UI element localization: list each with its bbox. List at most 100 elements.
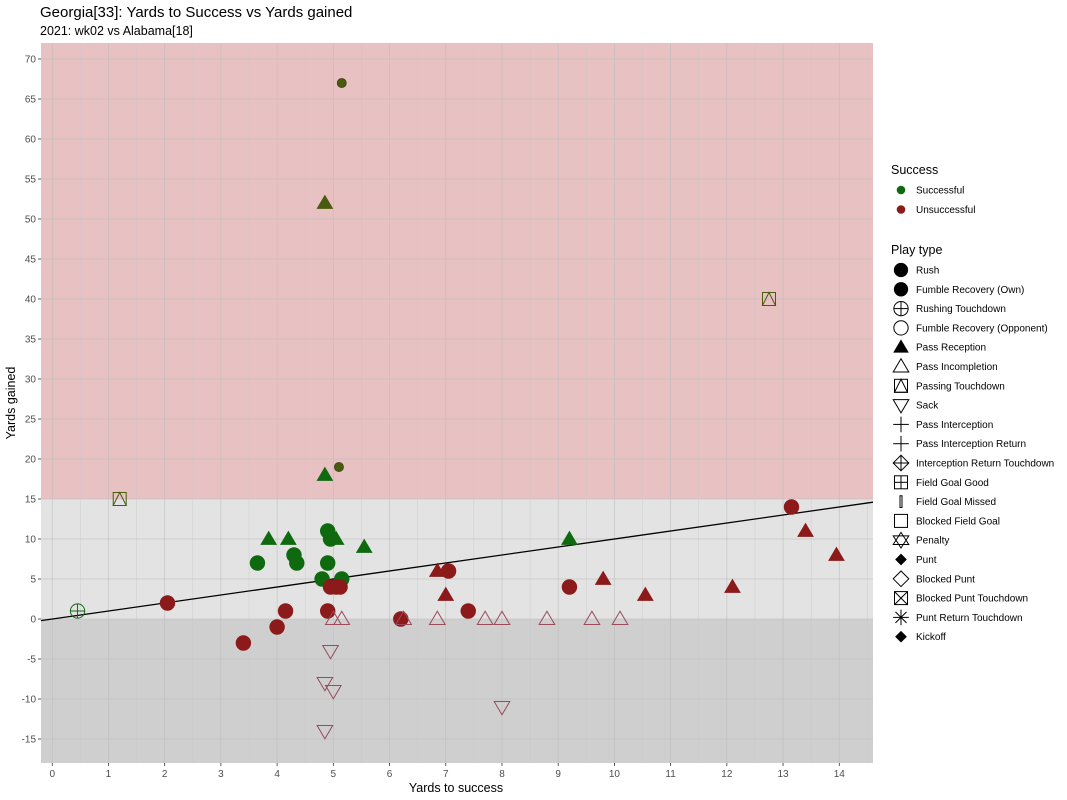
y-tick-label: -10 [22,695,37,706]
legend-playtype-item: Rushing Touchdown [893,300,1006,317]
legend-playtype-label: Kickoff [916,632,946,643]
point-mark [332,579,348,595]
legend-playtype-item: Blocked Punt [892,570,975,588]
legend-success-label: Unsuccessful [916,205,975,216]
legend-playtype-label: Interception Return Touchdown [916,459,1054,470]
y-tick-label: -15 [22,735,37,746]
x-tick-label: 4 [274,769,280,780]
legend-playtype-swatch [894,591,908,606]
data-point [583,610,601,625]
legend-playtype-label: Blocked Punt Touchdown [916,594,1028,605]
legend-success-swatch [896,205,906,214]
grid-lines [41,43,873,763]
x-tick-label: 12 [721,769,733,780]
legend-success-swatch [896,185,906,195]
data-point [279,530,297,545]
legend-playtype-item: Pass Interception Return [893,435,1026,452]
legend-success-label: Successful [916,186,964,197]
legend-playtype-label: Pass Interception [916,420,993,431]
legend-playtype-item: Punt [895,553,937,566]
y-tick-label: 15 [25,495,37,506]
x-tick-label: 2 [162,769,168,780]
legend-playtype-label: Pass Reception [916,343,986,354]
data-point [783,499,800,515]
legend-playtype-label: Fumble Recovery (Opponent) [916,323,1048,334]
x-tick-label: 14 [834,769,846,780]
data-point [333,610,351,625]
data-point [69,603,86,619]
point-mark [324,685,342,700]
point-mark [440,563,457,579]
background-region-1 [41,499,873,619]
point-mark [269,619,285,635]
point-mark-tri [112,491,128,506]
y-tick-label: 40 [25,295,37,306]
legend-playtype-swatch [892,399,910,414]
data-point [316,725,334,740]
legend-playtype-label: Punt Return Touchdown [916,613,1023,624]
point-mark [636,586,654,601]
x-tick-label: 13 [777,769,789,780]
data-point [724,578,741,593]
data-point [235,635,252,651]
y-tick-label: 55 [25,175,37,186]
legend-play-type: Play type Rush Fumble Recovery (Own) Rushin… [891,243,1054,643]
legend-playtype-swatch [894,378,908,393]
legend-playtype-item: Blocked Punt Touchdown [894,591,1028,606]
point-mark [289,555,305,571]
x-tick-label: 8 [499,769,505,780]
background-region-2 [41,619,873,763]
point-mark [333,610,351,625]
x-tick-label: 1 [106,769,112,780]
y-tick-label: 35 [25,335,37,346]
fit-line-layer [40,501,874,622]
y-tick-label: 60 [25,135,37,146]
data-point [269,619,285,635]
point-mark [476,610,494,625]
data-point [159,595,176,611]
data-point [561,579,578,595]
x-tick-label: 5 [331,769,337,780]
legend-playtype-item: Blocked Field Goal [894,513,1000,528]
point-mark [334,462,344,472]
legend-playtype-label: Pass Incompletion [916,362,998,373]
point-mark [583,610,601,625]
background-regions [41,43,873,763]
legend-playtype-label: Penalty [916,536,949,547]
legend-playtype-label: Fumble Recovery (Own) [916,285,1024,296]
legend-playtype-item: Field Goal Good [894,475,989,490]
data-point [561,530,578,545]
point-mark [249,555,266,571]
legend-playtype-item: Fumble Recovery (Own) [893,282,1024,297]
legend-playtype-item: Penalty [892,531,949,549]
legend-playtype-swatch [893,282,909,297]
data-point [324,610,342,625]
fit-line [40,501,874,622]
data-point [636,586,654,601]
point-mark [316,466,334,481]
legend-playtype-swatch [892,570,910,588]
data-point [594,570,612,585]
point-mark [316,725,334,740]
point-mark [260,530,278,545]
point-mark [437,586,455,601]
data-point [538,610,556,625]
point-mark [316,194,334,209]
legend-playtype-label: Rush [916,266,939,277]
x-tick-label: 10 [609,769,621,780]
y-tick-label: 25 [25,415,37,426]
data-point [611,610,629,625]
data-point [336,78,347,88]
legend-playtype-item: Fumble Recovery (Opponent) [893,320,1048,336]
legend-playtype-item: Kickoff [895,630,946,643]
point-mark [324,610,342,625]
y-tick-label: 30 [25,375,37,386]
legend-playtype-swatch-b [892,535,910,549]
data-point [260,530,278,545]
point-mark [561,579,578,595]
point-mark [460,603,476,619]
legend-playtype-swatch [892,531,910,545]
point-mark [797,522,814,537]
data-point [327,530,345,545]
